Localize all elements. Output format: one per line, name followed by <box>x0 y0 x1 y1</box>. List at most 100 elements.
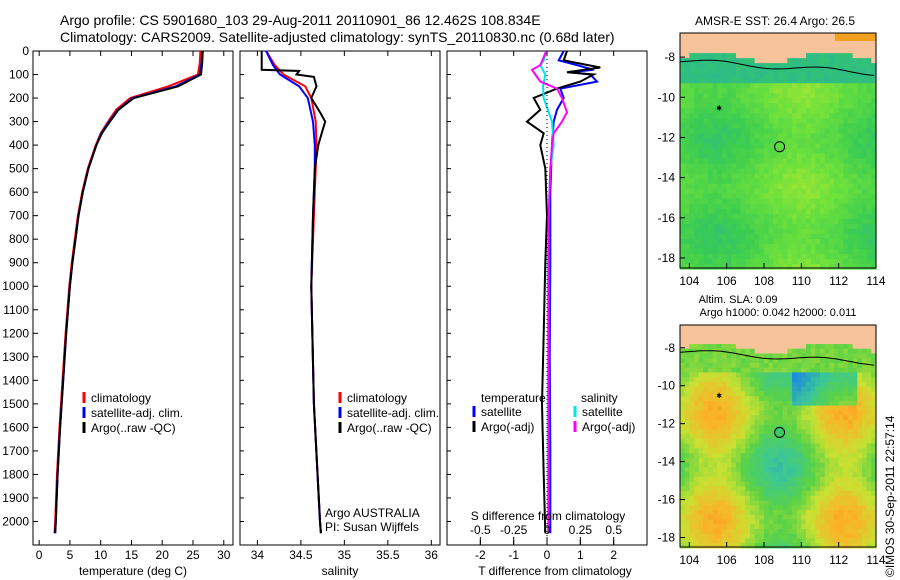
map-cell <box>736 123 742 129</box>
map-cell <box>684 264 690 270</box>
map-cell <box>852 168 858 175</box>
map-cell <box>698 457 704 464</box>
map-cell <box>824 188 830 195</box>
map-cell <box>843 178 849 185</box>
map-cell <box>731 38 737 44</box>
map-cell <box>848 415 854 421</box>
map-cell <box>684 424 690 430</box>
map-cell <box>736 113 742 119</box>
map-cell <box>773 218 779 225</box>
map-cell <box>815 108 821 114</box>
map-cell <box>787 233 793 240</box>
map-cell <box>759 143 765 150</box>
map-cell <box>754 391 760 397</box>
map-cell <box>848 128 854 134</box>
map-cell <box>726 381 732 388</box>
map-cell <box>750 218 756 225</box>
map-cell <box>689 188 695 195</box>
map-cell <box>801 43 807 49</box>
map-cell <box>768 158 774 165</box>
map-cell <box>680 415 686 421</box>
map-cell <box>754 438 760 445</box>
map-cell <box>801 491 807 497</box>
map-cell <box>773 325 779 331</box>
map-cell <box>801 472 807 478</box>
map-cell <box>680 467 686 473</box>
map-cell <box>796 228 802 235</box>
map-cell <box>782 524 788 530</box>
map-cell <box>792 533 798 539</box>
map-cell <box>764 133 770 139</box>
map-cell <box>689 329 695 335</box>
map-cell <box>782 193 788 200</box>
map-cell <box>815 410 821 416</box>
map-cell <box>815 481 821 487</box>
map-cell <box>838 353 844 359</box>
map-cell <box>703 143 709 150</box>
map-cell <box>717 218 723 225</box>
map-cell <box>736 405 742 411</box>
map-cell <box>857 158 863 165</box>
map-cell <box>773 457 779 464</box>
map-cell <box>778 438 784 445</box>
map-cell <box>708 391 714 397</box>
map-cell <box>838 405 844 411</box>
map-cell <box>773 43 779 49</box>
map-cell <box>796 519 802 525</box>
pi-annotation: PI: Susan Wijffels <box>325 520 419 534</box>
map-cell <box>871 457 877 464</box>
map-cell <box>834 325 840 331</box>
map-cell <box>759 381 765 388</box>
map-cell <box>820 519 826 525</box>
map-cell <box>731 481 737 487</box>
map-cell <box>796 138 802 144</box>
map-cell <box>801 98 807 104</box>
map-cell <box>852 193 858 200</box>
map-cell <box>815 367 821 373</box>
map-cell <box>778 198 784 205</box>
map-cell <box>754 123 760 129</box>
map-cell <box>782 367 788 373</box>
map-cell <box>712 193 718 200</box>
map-cell <box>857 253 863 260</box>
map-cell <box>778 491 784 497</box>
map-cell <box>820 78 826 84</box>
map-cell <box>764 63 770 69</box>
argo-annotation: Argo AUSTRALIA <box>325 506 420 520</box>
map-cell <box>736 103 742 109</box>
map-cell <box>689 410 695 416</box>
map-cell <box>689 443 695 449</box>
map-cell <box>834 538 840 544</box>
map-cell <box>712 362 718 369</box>
map-cell <box>843 264 849 270</box>
map-cell <box>792 264 798 270</box>
map-cell <box>843 203 849 210</box>
map-cell <box>871 83 877 89</box>
map-cell <box>768 148 774 155</box>
map-cell <box>684 334 690 340</box>
map-cell <box>708 467 714 473</box>
map-cell <box>834 529 840 535</box>
map-cell <box>834 505 840 511</box>
map-cell <box>703 543 709 549</box>
map-cell <box>806 173 812 180</box>
map-cell <box>694 183 700 190</box>
map-cell <box>806 386 812 392</box>
map-cell <box>759 429 765 435</box>
y-tick-label: 1400 <box>2 373 29 387</box>
map-cell <box>782 419 788 426</box>
map-cell <box>768 68 774 74</box>
map-cell <box>834 358 840 364</box>
map-cell <box>829 43 835 49</box>
map-cell <box>871 396 877 402</box>
map-cell <box>815 103 821 109</box>
map-cell <box>848 218 854 225</box>
map-cell <box>829 476 835 483</box>
map-cell <box>796 329 802 335</box>
map-cell <box>843 43 849 49</box>
map-cell <box>726 43 732 49</box>
map-cell <box>820 481 826 487</box>
map-cell <box>731 148 737 155</box>
map-cell <box>810 438 816 445</box>
map-cell <box>806 438 812 445</box>
